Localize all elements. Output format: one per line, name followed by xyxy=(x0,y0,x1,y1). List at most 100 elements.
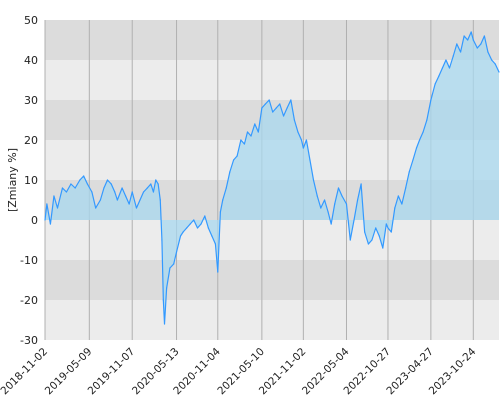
data-point xyxy=(161,239,163,241)
data-point xyxy=(196,227,199,229)
data-point xyxy=(116,199,118,201)
data-point xyxy=(166,287,168,289)
data-point xyxy=(415,147,418,149)
data-point xyxy=(125,195,127,197)
data-point xyxy=(367,243,370,245)
data-point xyxy=(305,139,308,141)
y-tick-label: 30 xyxy=(24,94,38,107)
data-point xyxy=(250,135,252,137)
data-point xyxy=(131,191,133,193)
data-point xyxy=(91,191,93,193)
data-point xyxy=(200,223,202,225)
y-tick-label: 50 xyxy=(24,14,38,27)
data-point xyxy=(240,139,242,141)
data-point xyxy=(99,199,101,201)
data-point xyxy=(268,99,270,101)
data-point xyxy=(61,187,64,189)
data-point xyxy=(405,187,407,189)
data-point xyxy=(189,223,191,225)
data-point xyxy=(297,131,299,133)
data-point xyxy=(356,199,359,201)
data-point xyxy=(175,251,178,253)
data-point xyxy=(157,183,159,185)
data-point xyxy=(470,31,472,33)
data-point xyxy=(418,139,421,141)
data-point xyxy=(275,107,277,109)
data-point xyxy=(53,195,55,197)
data-point xyxy=(382,247,384,249)
data-point xyxy=(412,159,414,161)
data-point xyxy=(128,203,130,205)
data-point xyxy=(452,55,454,57)
data-point xyxy=(139,199,141,201)
data-point xyxy=(441,67,444,69)
data-point xyxy=(86,183,89,185)
data-point xyxy=(179,235,182,237)
data-point xyxy=(103,187,105,189)
data-point xyxy=(211,235,213,237)
data-point xyxy=(290,99,292,101)
data-point xyxy=(312,179,315,181)
data-point xyxy=(173,263,175,265)
data-point xyxy=(316,195,318,197)
data-point xyxy=(430,99,432,101)
data-point xyxy=(467,39,469,41)
grid-band xyxy=(45,60,499,100)
data-point xyxy=(480,43,482,45)
data-point xyxy=(135,207,138,209)
data-point xyxy=(243,143,246,145)
data-point xyxy=(70,183,72,185)
data-point xyxy=(371,239,373,241)
data-point xyxy=(438,75,440,77)
data-point xyxy=(150,183,152,185)
data-point xyxy=(155,179,157,181)
data-point xyxy=(483,35,485,37)
data-point xyxy=(387,227,389,229)
data-point xyxy=(337,187,340,189)
data-point xyxy=(204,215,206,217)
data-point xyxy=(110,183,112,185)
data-point xyxy=(327,211,329,213)
data-point xyxy=(323,199,326,201)
data-point xyxy=(385,223,387,225)
data-point xyxy=(207,227,209,229)
data-point xyxy=(445,59,447,61)
data-point xyxy=(286,107,288,109)
data-point xyxy=(246,131,249,133)
grid-band xyxy=(45,260,499,300)
data-point xyxy=(46,203,48,205)
data-point xyxy=(159,199,161,201)
data-point xyxy=(408,171,410,173)
data-point xyxy=(345,203,348,205)
data-point xyxy=(264,103,266,105)
data-point xyxy=(390,231,392,233)
data-point xyxy=(463,35,465,37)
data-point xyxy=(300,139,303,141)
data-point xyxy=(487,51,489,53)
data-point xyxy=(491,59,493,61)
data-point xyxy=(448,67,451,69)
data-point xyxy=(219,211,221,213)
data-point xyxy=(476,47,478,49)
y-tick-label: -20 xyxy=(20,294,38,307)
data-point xyxy=(434,83,436,85)
data-point xyxy=(293,119,295,121)
data-point xyxy=(397,195,399,197)
grid-band xyxy=(45,20,499,60)
data-point xyxy=(272,111,274,113)
data-point xyxy=(106,179,109,181)
data-point xyxy=(49,223,52,225)
data-point xyxy=(401,203,403,205)
data-point xyxy=(364,231,366,233)
data-point xyxy=(279,103,281,105)
data-point xyxy=(142,191,145,193)
data-point xyxy=(163,323,166,325)
data-point xyxy=(214,243,217,245)
data-point xyxy=(83,175,85,177)
series-line xyxy=(44,31,500,325)
y-tick-label: 20 xyxy=(24,134,38,147)
data-point xyxy=(186,227,188,229)
data-point xyxy=(257,131,259,133)
y-tick-label: 0 xyxy=(31,214,38,227)
